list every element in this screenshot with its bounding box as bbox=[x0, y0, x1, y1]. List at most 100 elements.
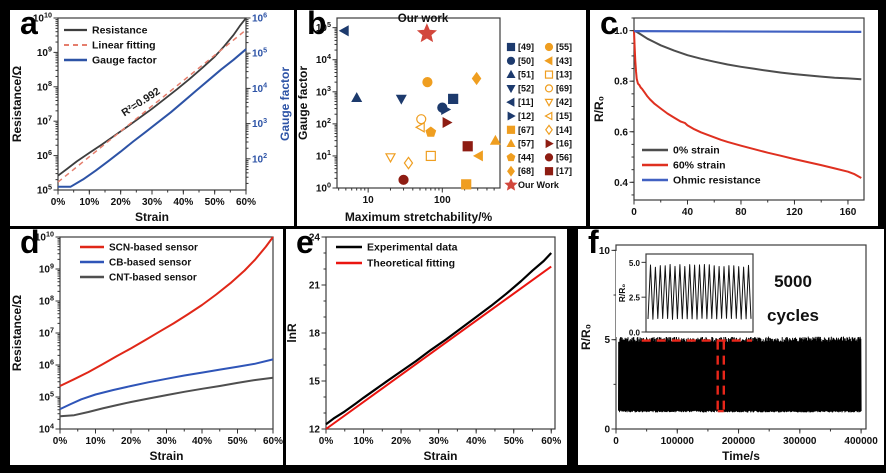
svg-text:[16]: [16] bbox=[556, 139, 572, 149]
marker bbox=[507, 154, 514, 161]
svg-text:[57]: [57] bbox=[518, 139, 534, 149]
svg-text:0.4: 0.4 bbox=[614, 178, 628, 189]
marker bbox=[508, 126, 515, 133]
svg-text:[52]: [52] bbox=[518, 83, 534, 93]
marker bbox=[508, 99, 514, 106]
marker bbox=[508, 71, 515, 77]
svg-text:CNT-based sensor: CNT-based sensor bbox=[109, 273, 197, 284]
svg-text:0% strain: 0% strain bbox=[673, 145, 720, 157]
svg-text:5: 5 bbox=[604, 335, 610, 346]
svg-text:40%: 40% bbox=[173, 197, 193, 208]
chart-f-inset-zoomed-cycles: 0.0 2.5 5.0 R/R₀ bbox=[616, 251, 756, 337]
svg-text:40: 40 bbox=[682, 207, 694, 218]
svg-text:Strain: Strain bbox=[423, 449, 457, 463]
svg-text:50%: 50% bbox=[504, 436, 524, 447]
svg-text:0%: 0% bbox=[53, 436, 68, 447]
svg-text:Strain: Strain bbox=[149, 449, 183, 463]
svg-text:101: 101 bbox=[316, 148, 331, 162]
svg-text:SCN-based sensor: SCN-based sensor bbox=[109, 243, 198, 254]
marker bbox=[546, 140, 552, 147]
svg-text:102: 102 bbox=[252, 151, 267, 165]
svg-text:107: 107 bbox=[37, 114, 52, 128]
svg-text:Our work: Our work bbox=[398, 13, 449, 25]
svg-text:104: 104 bbox=[252, 81, 267, 95]
marker bbox=[546, 44, 553, 51]
svg-text:Ohmic resistance: Ohmic resistance bbox=[673, 175, 761, 187]
svg-text:103: 103 bbox=[316, 84, 331, 98]
svg-text:50%: 50% bbox=[227, 436, 247, 447]
svg-text:400000: 400000 bbox=[844, 436, 878, 447]
svg-text:102: 102 bbox=[316, 116, 331, 130]
chart-e-lnr-vs-strain-fit: 0% 10% 20% 30% 40% 50% 60% 12 15 18 21 24 Strain lnR E… bbox=[286, 229, 567, 465]
panel-label-d: d bbox=[20, 225, 40, 260]
svg-text:120: 120 bbox=[786, 207, 803, 218]
svg-text:[50]: [50] bbox=[518, 56, 534, 66]
svg-text:[44]: [44] bbox=[518, 152, 534, 162]
svg-text:108: 108 bbox=[39, 293, 54, 307]
svg-text:40%: 40% bbox=[192, 436, 212, 447]
svg-text:10%: 10% bbox=[79, 197, 99, 208]
svg-text:60%: 60% bbox=[541, 436, 561, 447]
panel-e: 0% 10% 20% 30% 40% 50% 60% 12 15 18 21 24 Strain lnR E… bbox=[286, 229, 567, 465]
svg-text:12: 12 bbox=[309, 425, 321, 436]
panel-label-a: a bbox=[20, 6, 38, 41]
svg-text:50%: 50% bbox=[205, 197, 225, 208]
svg-text:[49]: [49] bbox=[518, 42, 534, 52]
svg-text:104: 104 bbox=[39, 421, 54, 435]
svg-text:30%: 30% bbox=[156, 436, 176, 447]
svg-text:106: 106 bbox=[252, 10, 267, 24]
panel-b: 10 100 100 101 102 103 104 105 Maximum stretchab… bbox=[297, 10, 586, 226]
marker bbox=[546, 85, 553, 92]
plot-frame bbox=[634, 18, 864, 200]
svg-text:100: 100 bbox=[316, 180, 331, 194]
svg-text:Time/s: Time/s bbox=[722, 449, 760, 463]
svg-text:0.0: 0.0 bbox=[629, 329, 641, 338]
svg-text:10: 10 bbox=[599, 246, 611, 257]
svg-text:R/R₀: R/R₀ bbox=[617, 284, 627, 303]
svg-text:Gauge factor: Gauge factor bbox=[278, 67, 292, 141]
svg-text:109: 109 bbox=[39, 261, 54, 275]
marker bbox=[546, 99, 553, 105]
chart-c-resistance-ratio-decay: 0 40 80 120 1600.40.60.81.0R/R₀0% strain60% … bbox=[590, 10, 878, 226]
marker bbox=[546, 57, 552, 64]
svg-text:Resistance: Resistance bbox=[92, 25, 148, 37]
svg-text:Resistance/Ω: Resistance/Ω bbox=[10, 65, 24, 142]
svg-text:20%: 20% bbox=[111, 197, 131, 208]
svg-text:60%: 60% bbox=[236, 197, 256, 208]
svg-text:30%: 30% bbox=[142, 197, 162, 208]
marker bbox=[463, 142, 472, 151]
svg-text:[11]: [11] bbox=[518, 97, 534, 107]
marker bbox=[399, 175, 408, 184]
svg-text:300000: 300000 bbox=[783, 436, 817, 447]
marker bbox=[546, 113, 552, 120]
svg-text:Resistance/Ω: Resistance/Ω bbox=[10, 294, 24, 371]
marker bbox=[423, 78, 432, 87]
panel-label-e: e bbox=[296, 225, 314, 260]
marker bbox=[546, 168, 553, 175]
svg-text:100000: 100000 bbox=[661, 436, 695, 447]
svg-text:[55]: [55] bbox=[556, 42, 572, 52]
svg-text:40%: 40% bbox=[466, 436, 486, 447]
marker bbox=[462, 180, 471, 189]
svg-text:[51]: [51] bbox=[518, 70, 534, 80]
panel-a: 0% 10% 20% 30% 40% 50% 60% 105 106 107 108 109 1010 1… bbox=[10, 10, 294, 226]
svg-text:[69]: [69] bbox=[556, 83, 572, 93]
svg-text:R/R₀: R/R₀ bbox=[579, 324, 593, 350]
svg-text:0: 0 bbox=[604, 425, 610, 436]
svg-text:[13]: [13] bbox=[556, 70, 572, 80]
panel-f: 0 100000 200000 300000 400000 0 5 10 Time/s R/R₀ 5… bbox=[578, 229, 884, 465]
svg-text:[67]: [67] bbox=[518, 125, 534, 135]
svg-text:[42]: [42] bbox=[556, 97, 572, 107]
svg-text:10%: 10% bbox=[354, 436, 374, 447]
svg-text:R/R₀: R/R₀ bbox=[592, 96, 606, 122]
svg-text:5000: 5000 bbox=[774, 272, 812, 291]
svg-text:21: 21 bbox=[309, 281, 321, 292]
marker bbox=[546, 71, 553, 78]
svg-text:[43]: [43] bbox=[556, 56, 572, 66]
svg-text:0.8: 0.8 bbox=[614, 77, 628, 88]
svg-text:60% strain: 60% strain bbox=[673, 160, 726, 172]
svg-text:109: 109 bbox=[37, 45, 52, 59]
svg-text:Our Work: Our Work bbox=[518, 180, 560, 190]
marker bbox=[426, 151, 435, 160]
series-2 bbox=[634, 31, 861, 32]
